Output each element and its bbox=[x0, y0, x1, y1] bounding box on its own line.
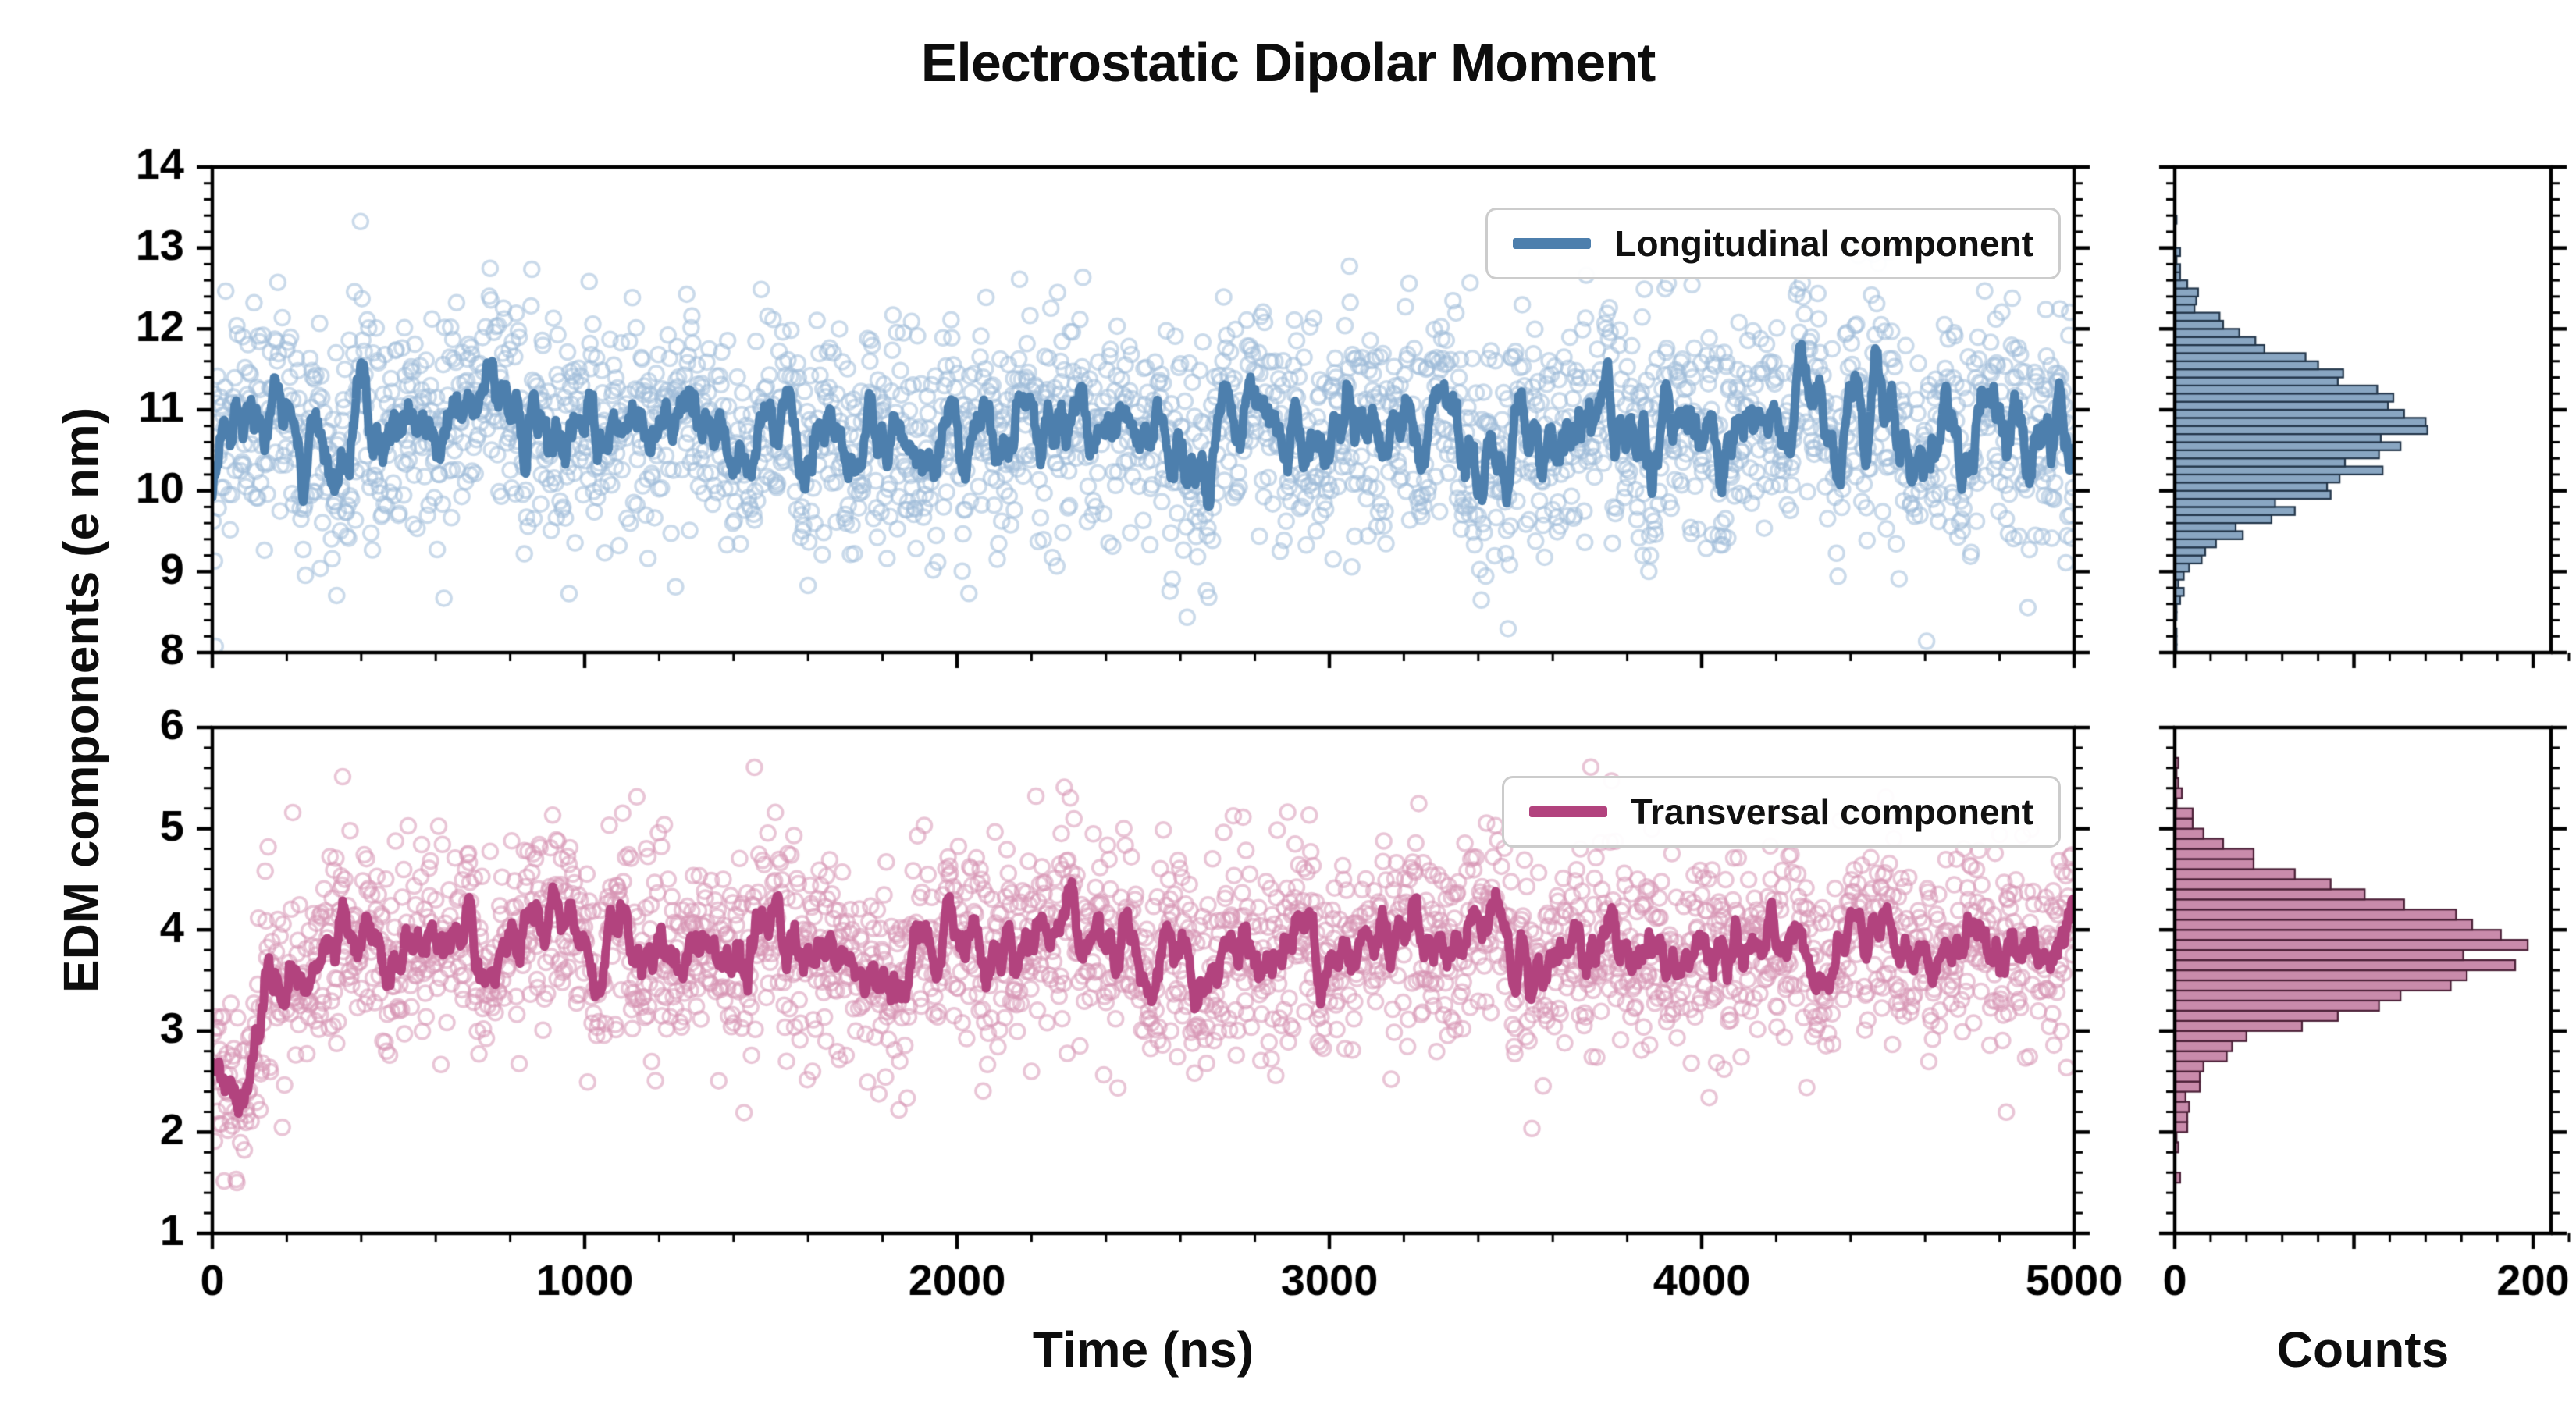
y-axis-label: EDM components (e nm) bbox=[53, 407, 109, 994]
legend-label-longitudinal: Longitudinal component bbox=[1614, 223, 2033, 264]
counts-axis-label: Counts bbox=[2276, 1321, 2450, 1378]
legend-line-swatch-transversal bbox=[1528, 806, 1607, 817]
legend-label-transversal: Transversal component bbox=[1630, 791, 2033, 832]
chart-title: Electrostatic Dipolar Moment bbox=[920, 32, 1656, 93]
legend-longitudinal: Longitudinal component bbox=[1485, 208, 2061, 279]
legend-transversal: Transversal component bbox=[1501, 776, 2061, 848]
x-axis-label: Time (ns) bbox=[1032, 1321, 1254, 1378]
legend-line-swatch-longitudinal bbox=[1513, 238, 1592, 249]
